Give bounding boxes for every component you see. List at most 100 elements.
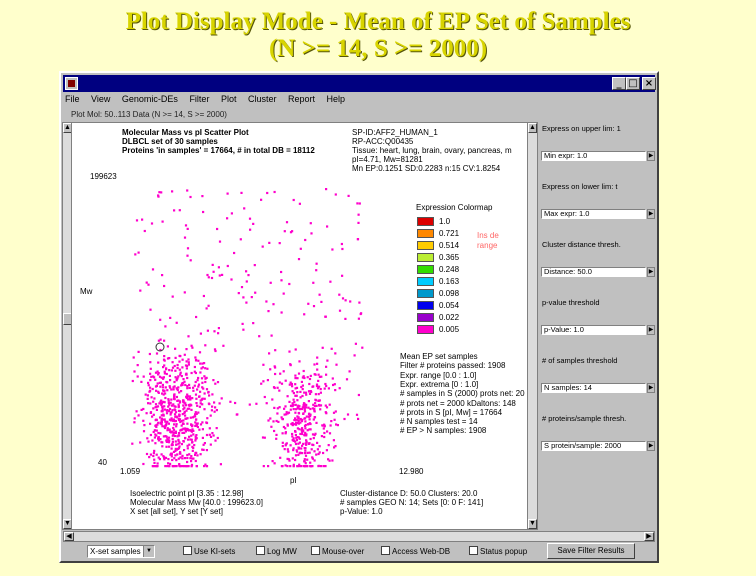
data-point[interactable] [155, 453, 158, 456]
data-point[interactable] [153, 397, 156, 400]
checkbox-mouse-over[interactable]: Mouse-over [311, 546, 364, 557]
data-point[interactable] [307, 406, 310, 409]
data-point[interactable] [160, 453, 163, 456]
data-point[interactable] [294, 408, 297, 411]
data-point[interactable] [157, 456, 160, 459]
data-point[interactable] [155, 429, 158, 432]
data-point[interactable] [133, 370, 136, 373]
data-point[interactable] [284, 379, 287, 382]
data-point[interactable] [186, 396, 189, 400]
data-point[interactable] [317, 373, 320, 376]
data-point[interactable] [198, 351, 202, 354]
data-point[interactable] [269, 281, 272, 284]
data-point[interactable] [174, 454, 177, 457]
data-point[interactable] [304, 442, 307, 445]
data-point[interactable] [143, 229, 146, 233]
data-point[interactable] [149, 386, 152, 389]
data-point[interactable] [188, 435, 191, 438]
data-point[interactable] [175, 448, 178, 451]
data-point[interactable] [262, 363, 265, 366]
data-point[interactable] [206, 329, 209, 332]
data-point[interactable] [154, 371, 158, 374]
data-point[interactable] [161, 418, 164, 421]
data-point[interactable] [325, 449, 328, 452]
data-point[interactable] [200, 398, 204, 401]
data-point[interactable] [163, 401, 166, 404]
data-point[interactable] [161, 445, 164, 448]
data-point[interactable] [294, 442, 298, 446]
data-point[interactable] [234, 401, 237, 405]
data-point[interactable] [298, 202, 301, 205]
data-point[interactable] [315, 384, 319, 388]
data-point[interactable] [186, 456, 189, 460]
data-point[interactable] [353, 354, 356, 357]
data-point[interactable] [201, 403, 204, 406]
data-point[interactable] [175, 379, 178, 382]
data-point[interactable] [163, 426, 167, 430]
data-point[interactable] [175, 443, 178, 446]
data-point[interactable] [213, 330, 216, 333]
data-point[interactable] [184, 436, 187, 440]
sample-set-select[interactable]: X-set samples ▼ [87, 545, 155, 558]
data-point[interactable] [313, 459, 316, 462]
data-point[interactable] [196, 422, 199, 425]
data-point[interactable] [177, 375, 180, 378]
data-point[interactable] [160, 376, 163, 379]
data-point[interactable] [303, 465, 307, 468]
data-point[interactable] [159, 318, 162, 321]
data-point[interactable] [233, 251, 236, 255]
data-point[interactable] [163, 284, 166, 288]
data-point[interactable] [159, 422, 162, 425]
data-point[interactable] [157, 421, 160, 424]
data-point[interactable] [177, 399, 180, 402]
data-point[interactable] [330, 347, 333, 350]
data-point[interactable] [307, 400, 310, 403]
data-point[interactable] [161, 407, 164, 410]
data-point[interactable] [165, 422, 168, 425]
data-point[interactable] [281, 441, 284, 444]
data-point[interactable] [187, 403, 190, 407]
data-point[interactable] [318, 385, 321, 388]
data-point[interactable] [324, 382, 327, 386]
data-point[interactable] [207, 391, 210, 394]
data-point[interactable] [194, 411, 197, 414]
data-point[interactable] [216, 436, 219, 440]
data-point[interactable] [152, 413, 155, 416]
data-point[interactable] [165, 439, 168, 442]
data-point[interactable] [296, 415, 299, 418]
data-point[interactable] [171, 366, 175, 369]
data-point[interactable] [325, 188, 328, 191]
data-point[interactable] [314, 432, 317, 435]
data-point[interactable] [151, 439, 154, 442]
data-point[interactable] [137, 251, 140, 254]
data-point[interactable] [338, 387, 341, 390]
data-point[interactable] [208, 403, 211, 406]
data-point[interactable] [177, 457, 180, 460]
data-point[interactable] [197, 385, 200, 388]
data-point[interactable] [168, 410, 171, 413]
data-point[interactable] [287, 458, 290, 461]
data-point[interactable] [180, 424, 183, 427]
data-point[interactable] [139, 289, 142, 292]
data-point[interactable] [218, 240, 222, 243]
data-point[interactable] [298, 465, 301, 468]
data-point[interactable] [305, 415, 308, 418]
data-point[interactable] [147, 384, 150, 387]
data-point[interactable] [166, 427, 169, 430]
minimize-button[interactable]: _ [612, 77, 626, 90]
data-point[interactable] [184, 414, 187, 417]
data-point[interactable] [219, 463, 222, 466]
data-point[interactable] [156, 382, 159, 385]
data-point[interactable] [245, 270, 248, 273]
data-point[interactable] [296, 407, 300, 410]
data-point[interactable] [147, 440, 150, 443]
data-point[interactable] [156, 462, 159, 465]
data-point[interactable] [165, 440, 168, 443]
data-point[interactable] [271, 460, 274, 463]
menu-file[interactable]: File [65, 94, 80, 104]
data-point[interactable] [278, 389, 281, 392]
data-point[interactable] [161, 386, 165, 389]
data-point[interactable] [182, 440, 185, 443]
data-point[interactable] [309, 222, 312, 225]
data-point[interactable] [194, 356, 197, 359]
